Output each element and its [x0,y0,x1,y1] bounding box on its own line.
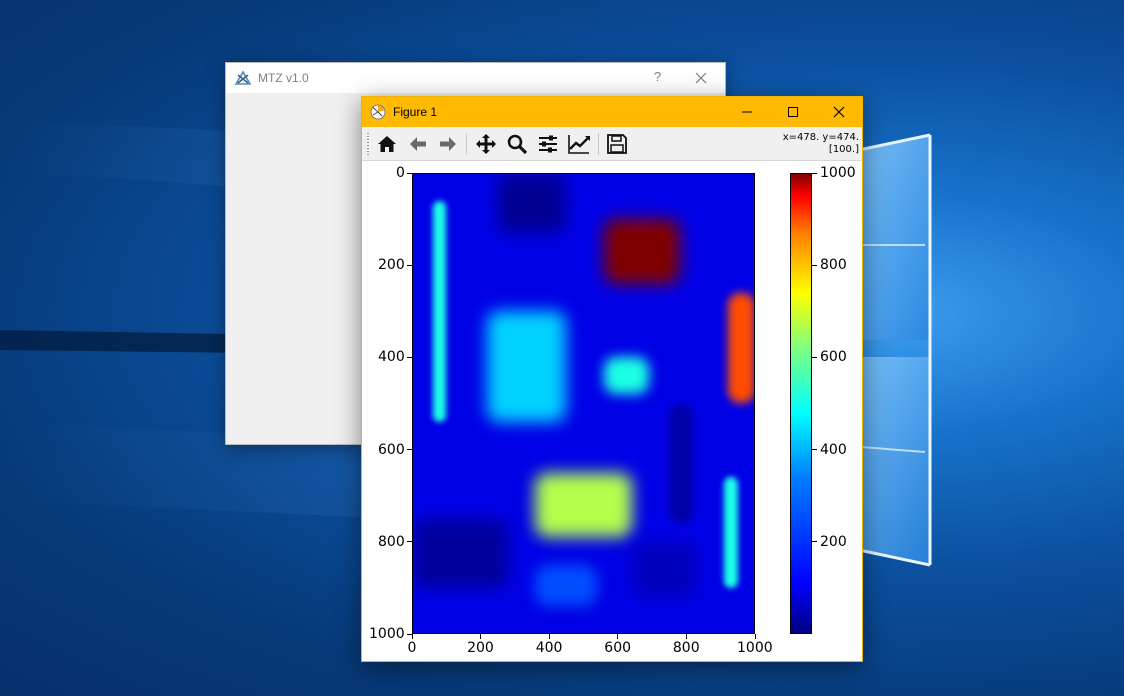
windows-logo-wallpaper [835,133,932,567]
heatmap-region [631,541,697,598]
heatmap-region [724,477,738,588]
y-tick-mark [407,633,412,635]
x-tick-label: 800 [672,640,700,656]
x-tick-mark [617,634,619,639]
pan-button[interactable] [473,131,499,157]
matplotlib-icon [370,104,386,120]
y-tick-label: 0 [396,165,405,181]
y-tick-mark [407,356,412,358]
colorbar-tick-label: 400 [820,441,847,458]
x-tick-label: 600 [604,640,632,656]
colorbar-tick-label: 800 [820,257,847,274]
colorbar-tick-mark [812,449,817,451]
heatmap-region [604,357,649,395]
x-tick-mark [754,634,756,639]
home-button[interactable] [374,131,400,157]
help-button[interactable]: ? [654,69,662,84]
x-tick-label: 400 [535,640,563,656]
heatmap-image[interactable] [412,173,755,634]
edit-axes-icon [568,135,590,154]
maximize-button[interactable] [770,97,816,127]
forward-icon [440,137,456,151]
mtz-titlebar[interactable]: MTZ v1.0 ? [226,63,725,93]
x-tick-label: 0 [407,640,417,656]
close-icon[interactable] [692,69,710,87]
toolbar-separator [466,133,467,155]
y-tick-mark [407,449,412,451]
forward-button[interactable] [435,131,461,157]
colorbar-tick-mark [812,356,817,358]
minimize-icon [742,111,752,113]
coordinate-xy: x=478. y=474. [782,132,859,143]
close-button[interactable] [816,97,862,127]
heatmap-region [487,311,567,422]
heatmap-region [535,472,632,538]
maximize-icon [788,107,798,117]
mtz-app-icon [234,70,252,85]
save-button[interactable] [604,131,630,157]
heatmap-region [432,200,447,422]
home-icon [378,136,396,152]
back-icon [410,137,426,151]
x-tick-label: 1000 [737,640,773,656]
y-tick-label: 600 [378,441,405,458]
y-tick-label: 400 [378,349,405,366]
minimize-button[interactable] [724,97,770,127]
edit-axes-button[interactable] [566,131,592,157]
coordinate-value: [100.] [828,144,859,155]
y-tick-label: 800 [378,533,405,550]
x-tick-mark [480,634,482,639]
heatmap-region [727,292,755,404]
colorbar-tick-label: 1000 [820,165,856,181]
colorbar-tick-label: 200 [820,533,847,550]
pan-icon [476,134,496,154]
plot-canvas[interactable]: 0 200 400 600 800 1000 0 200 400 600 800 1000 200 400… [362,161,862,661]
configure-subplots-button[interactable] [535,131,561,157]
save-icon [607,134,627,154]
x-tick-mark [411,634,413,639]
colorbar-tick-label: 600 [820,349,847,366]
x-tick-label: 200 [467,640,494,656]
toolbar-separator [598,133,599,155]
figure-window: Figure 1 [361,96,863,662]
y-tick-label: 1000 [369,626,405,642]
x-tick-mark [548,634,550,639]
y-tick-mark [407,172,412,174]
heatmap-region [535,564,598,607]
y-tick-mark [407,264,412,266]
heatmap-axes-frame [412,173,755,634]
colorbar-tick-mark [812,172,817,174]
colorbar-tick-mark [812,264,817,266]
y-tick-label: 200 [378,257,405,274]
figure-titlebar[interactable]: Figure 1 [362,97,862,127]
colorbar [790,173,812,634]
zoom-icon [507,134,528,155]
navigation-toolbar: x=478. y=474. [100.] [362,127,862,161]
heatmap-region [412,518,509,588]
back-button[interactable] [405,131,431,157]
close-icon [833,106,845,118]
colorbar-frame [790,173,812,634]
toolbar-grip[interactable] [367,133,369,155]
cursor-coordinate-readout: x=478. y=474. [100.] [783,132,859,156]
x-tick-mark [685,634,687,639]
configure-subplots-icon [539,135,557,153]
mtz-window-title: MTZ v1.0 [258,71,309,85]
colorbar-tick-mark [812,541,817,543]
y-tick-mark [407,541,412,543]
figure-window-title: Figure 1 [393,105,438,119]
heatmap-region [604,219,680,284]
zoom-button[interactable] [504,131,530,157]
heatmap-region [497,173,567,233]
heatmap-region [669,403,694,524]
